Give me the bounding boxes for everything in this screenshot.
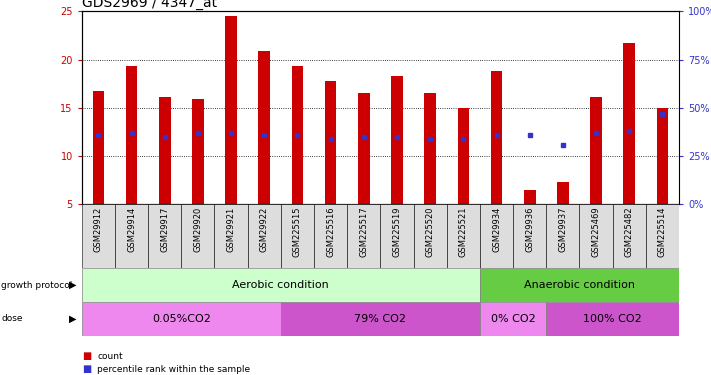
Bar [480, 204, 513, 268]
Bar [458, 108, 469, 204]
Text: GSM225521: GSM225521 [459, 206, 468, 257]
Bar [192, 99, 204, 204]
Bar [656, 108, 668, 204]
Text: 100% CO2: 100% CO2 [583, 314, 642, 324]
Bar [546, 204, 579, 268]
Bar [82, 204, 115, 268]
Text: ▶: ▶ [69, 314, 77, 324]
Text: percentile rank within the sample: percentile rank within the sample [97, 365, 250, 374]
Bar [325, 81, 336, 204]
Text: 0% CO2: 0% CO2 [491, 314, 535, 324]
Bar [292, 66, 304, 204]
Bar [557, 182, 569, 204]
Bar [358, 93, 370, 204]
Text: GSM225515: GSM225515 [293, 206, 302, 257]
Text: ■: ■ [82, 351, 91, 361]
Bar [524, 190, 535, 204]
Text: GSM29914: GSM29914 [127, 206, 136, 252]
Bar [347, 204, 380, 268]
Bar [259, 51, 270, 204]
Text: GSM29922: GSM29922 [260, 206, 269, 252]
Bar [447, 204, 480, 268]
Text: GSM225482: GSM225482 [625, 206, 634, 257]
Text: ■: ■ [82, 364, 91, 374]
Bar [82, 268, 480, 302]
Bar [391, 76, 402, 204]
Text: GSM29937: GSM29937 [558, 206, 567, 252]
Bar [159, 97, 171, 204]
Text: GSM29917: GSM29917 [160, 206, 169, 252]
Text: GDS2969 / 4347_at: GDS2969 / 4347_at [82, 0, 217, 10]
Bar [215, 204, 247, 268]
Text: growth protocol: growth protocol [1, 280, 73, 290]
Text: GSM225517: GSM225517 [359, 206, 368, 257]
Bar [579, 204, 613, 268]
Bar [424, 93, 436, 204]
Bar [126, 66, 137, 204]
Bar [281, 204, 314, 268]
Text: count: count [97, 352, 123, 361]
Bar [513, 204, 546, 268]
Bar [148, 204, 181, 268]
Bar [414, 204, 447, 268]
Text: GSM225520: GSM225520 [426, 206, 434, 257]
Bar [380, 204, 414, 268]
Text: GSM29912: GSM29912 [94, 206, 103, 252]
Bar [480, 302, 546, 336]
Text: Aerobic condition: Aerobic condition [232, 280, 329, 290]
Bar [590, 97, 602, 204]
Bar [314, 204, 347, 268]
Bar [247, 204, 281, 268]
Bar [546, 302, 679, 336]
Text: GSM29936: GSM29936 [525, 206, 534, 252]
Text: GSM29921: GSM29921 [227, 206, 235, 252]
Bar [115, 204, 148, 268]
Bar [491, 71, 502, 204]
Bar [281, 302, 480, 336]
Bar [82, 302, 281, 336]
Bar [480, 268, 679, 302]
Bar [181, 204, 215, 268]
Text: GSM29934: GSM29934 [492, 206, 501, 252]
Text: GSM225516: GSM225516 [326, 206, 335, 257]
Text: GSM225514: GSM225514 [658, 206, 667, 257]
Bar [624, 43, 635, 204]
Bar [613, 204, 646, 268]
Bar [646, 204, 679, 268]
Bar [225, 16, 237, 204]
Text: ▶: ▶ [69, 280, 77, 290]
Text: GSM225519: GSM225519 [392, 206, 402, 257]
Text: dose: dose [1, 314, 23, 323]
Bar [92, 92, 105, 204]
Text: 79% CO2: 79% CO2 [354, 314, 407, 324]
Text: Anaerobic condition: Anaerobic condition [524, 280, 635, 290]
Text: GSM29920: GSM29920 [193, 206, 203, 252]
Text: GSM225469: GSM225469 [592, 206, 601, 257]
Text: 0.05%CO2: 0.05%CO2 [152, 314, 210, 324]
